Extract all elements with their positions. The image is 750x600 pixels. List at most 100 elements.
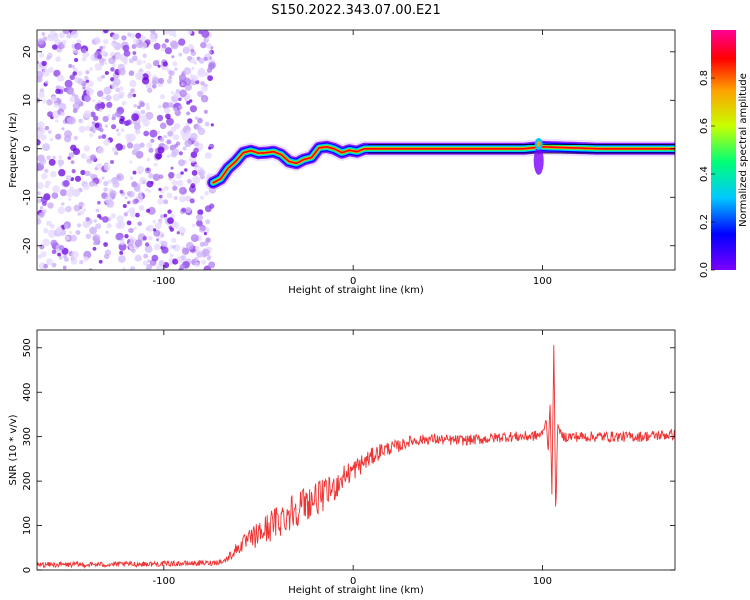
noise-blob [133, 226, 137, 230]
noise-blob [57, 206, 66, 215]
colorbar-gradient [711, 30, 736, 270]
snr-panel: -100 0 100 0 100 200 300 400 500 Height of stra… [8, 329, 676, 596]
noise-blob [127, 32, 132, 37]
y-tick-label: 300 [22, 427, 33, 446]
noise-blob [179, 264, 186, 270]
noise-blob [64, 79, 73, 88]
noise-blob [41, 60, 47, 67]
noise-blob [78, 125, 86, 133]
noise-blob [179, 89, 187, 98]
noise-blob [136, 165, 145, 174]
noise-blob [157, 130, 161, 134]
noise-blob [191, 66, 195, 70]
noise-blob [69, 231, 73, 234]
noise-blob [88, 180, 96, 187]
noise-blob [133, 38, 140, 45]
noise-blob [153, 162, 158, 167]
noise-blob [112, 93, 121, 102]
noise-blob [172, 33, 177, 38]
spectrogram-frame [36, 29, 676, 271]
noise-blob [82, 208, 87, 212]
noise-blob [61, 202, 65, 206]
noise-blob [206, 37, 209, 41]
noise-blob [190, 183, 196, 189]
spectrogram-x-ticks: -100 0 100 [152, 30, 552, 287]
noise-blob [173, 196, 178, 200]
noise-blob [204, 152, 212, 160]
noise-blob [132, 198, 138, 205]
noise-blob [138, 205, 145, 211]
noise-blob [43, 228, 49, 234]
noise-blob [196, 251, 203, 258]
noise-blob [48, 66, 54, 73]
y-tick-label: 100 [22, 516, 33, 535]
noise-blob [203, 109, 208, 114]
noise-blob [159, 194, 163, 199]
noise-blob [82, 183, 90, 191]
noise-blob [154, 35, 158, 39]
noise-blob [42, 143, 51, 152]
noise-blob [69, 74, 75, 81]
noise-blob [65, 236, 70, 241]
noise-blob [149, 129, 158, 138]
noise-blob [180, 255, 186, 261]
noise-blob [83, 145, 91, 152]
noise-blob [153, 228, 157, 232]
noise-blob [164, 38, 169, 43]
noise-blob [137, 105, 141, 110]
noise-blob [118, 68, 126, 76]
noise-blob [170, 151, 177, 158]
noise-blob [201, 248, 210, 257]
noise-blob [57, 159, 65, 166]
noise-blob [133, 123, 141, 131]
noise-blob [58, 32, 65, 39]
colorbar-tick-label: 0.4 [699, 166, 710, 182]
noise-blob [152, 220, 156, 224]
noise-blob [83, 256, 89, 262]
noise-blob [186, 55, 193, 61]
noise-blob [99, 46, 104, 50]
noise-blob [73, 148, 80, 155]
noise-blob [77, 78, 84, 85]
noise-blob [107, 179, 112, 184]
noise-blob [103, 30, 109, 34]
noise-blob [103, 39, 109, 45]
noise-blob [204, 190, 210, 196]
noise-blob [150, 138, 155, 143]
x-tick-label: 0 [350, 576, 356, 587]
noise-blob [140, 109, 146, 115]
noise-blob [50, 239, 58, 247]
noise-blob [128, 70, 135, 76]
x-tick-label: 0 [350, 276, 356, 287]
noise-blob [182, 146, 187, 151]
noise-blob [38, 91, 45, 99]
noise-blob [97, 214, 102, 218]
noise-blob [89, 268, 93, 270]
noise-blob [145, 111, 154, 120]
noise-blob [106, 199, 115, 208]
noise-blob [89, 173, 94, 178]
noise-blob [103, 180, 109, 187]
noise-blob [84, 170, 91, 177]
noise-blob [98, 135, 102, 139]
noise-blob [40, 251, 47, 258]
noise-blob [204, 205, 212, 213]
noise-blob [146, 142, 153, 149]
noise-blob [142, 180, 146, 184]
noise-blob [78, 201, 84, 207]
noise-blob [169, 40, 178, 48]
noise-blob [57, 252, 61, 257]
noise-blob [178, 38, 186, 46]
noise-blob [189, 198, 195, 204]
noise-blob [163, 213, 168, 218]
noise-blob [126, 119, 132, 126]
noise-blob [119, 250, 124, 255]
noise-blob [97, 54, 103, 60]
noise-blob [160, 233, 165, 238]
noise-blob [106, 101, 113, 108]
noise-blob [93, 219, 97, 223]
noise-blob [118, 242, 127, 251]
noise-blob [70, 234, 77, 242]
noise-blob [39, 212, 45, 218]
noise-blob [81, 48, 87, 54]
